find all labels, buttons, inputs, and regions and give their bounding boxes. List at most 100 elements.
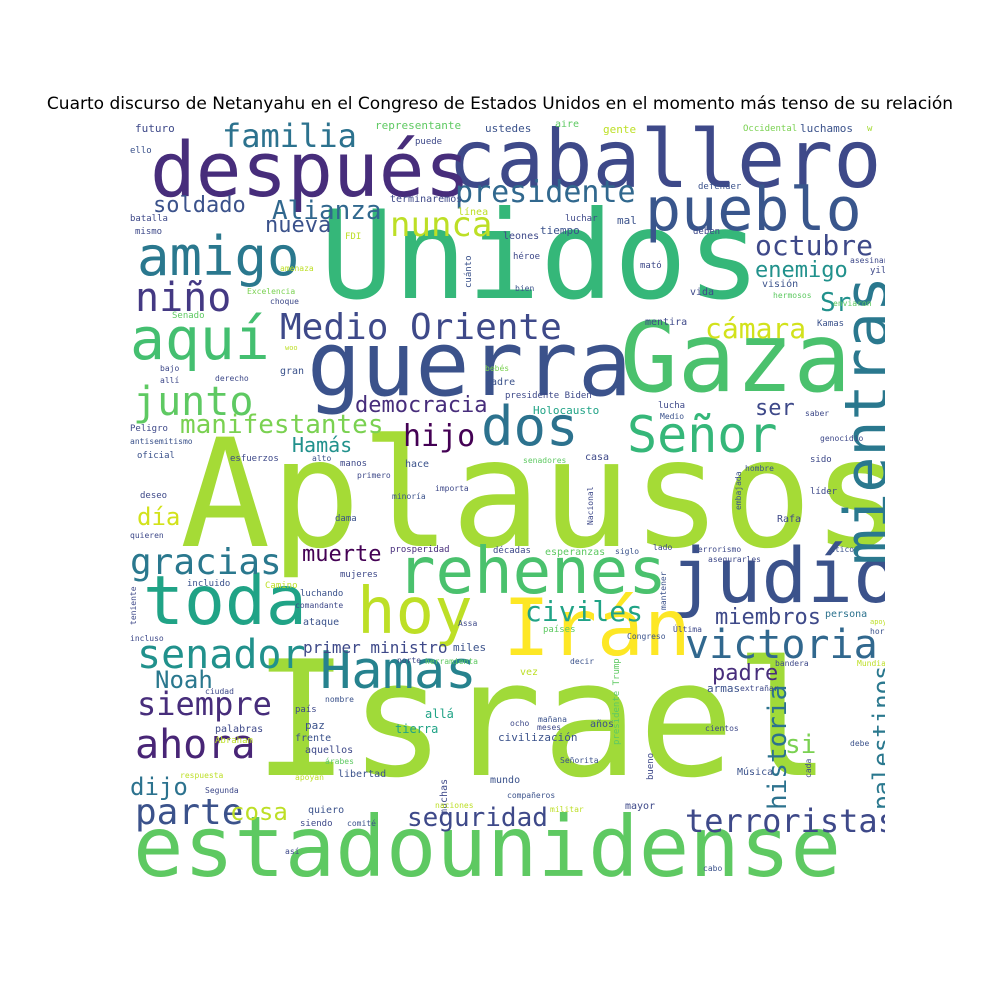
word-miembros: miembros bbox=[715, 605, 821, 630]
word-ser: ser bbox=[755, 396, 795, 421]
word-armas: armas bbox=[707, 682, 741, 695]
word-nueva: nueva bbox=[265, 213, 332, 238]
word-meses: meses bbox=[537, 723, 562, 732]
word-dijo: dijo bbox=[130, 773, 188, 801]
word-kamas: Kamas bbox=[817, 319, 845, 329]
word-yil: yil bbox=[870, 266, 885, 276]
word-parte: parte bbox=[135, 792, 244, 833]
word-civiles: civiles bbox=[525, 595, 644, 628]
word-miles: miles bbox=[453, 641, 487, 654]
word-octubre: octubre bbox=[755, 229, 874, 262]
word-nacional: Nacional bbox=[586, 486, 595, 525]
word-dama: dama bbox=[335, 514, 357, 524]
word-antisemitismo: antisemitismo bbox=[130, 437, 193, 446]
word-mujeres: mujeres bbox=[340, 570, 378, 580]
word-familia: familia bbox=[222, 120, 357, 155]
word-medio-oriente: Medio Oriente bbox=[280, 307, 562, 348]
word-despues: después bbox=[150, 125, 471, 214]
word-occidental: Occidental bbox=[743, 124, 798, 134]
word-israel: Israel bbox=[253, 626, 831, 813]
word-leones: leones bbox=[503, 231, 540, 242]
word-asesinan: asesinan bbox=[850, 256, 885, 265]
word-respuesta: respuesta bbox=[180, 771, 224, 780]
word-ataque: ataque bbox=[303, 617, 340, 628]
word-holocausto: Holocausto bbox=[533, 404, 600, 417]
word-manos: manos bbox=[340, 459, 368, 469]
word-bajo: bajo bbox=[160, 364, 180, 373]
word-manana: mañana bbox=[538, 715, 567, 724]
word-terminaremos: terminaremos bbox=[390, 194, 463, 205]
word-soldado: soldado bbox=[153, 193, 246, 218]
word-mientras: mientras bbox=[832, 276, 885, 565]
word-atico: ático bbox=[830, 545, 855, 554]
word-fdi: FDI bbox=[345, 232, 362, 242]
word-peligro: Peligro bbox=[130, 424, 168, 434]
word-herramienta: herramienta bbox=[425, 657, 478, 666]
word-guerra: guerra bbox=[307, 312, 633, 417]
word-ultima: Última bbox=[673, 625, 702, 634]
word-decir: decir bbox=[570, 657, 595, 666]
word-presidente-biden: presidente Biden bbox=[505, 391, 592, 401]
word-manifestantes: manifestantes bbox=[180, 410, 384, 440]
word-mentira: mentira bbox=[645, 317, 688, 328]
word-woo: woo bbox=[285, 344, 298, 352]
word-mundo: mundo bbox=[490, 775, 521, 786]
word-musica: Música bbox=[737, 767, 774, 778]
word-tierra: tierra bbox=[395, 722, 439, 736]
word-vida: vida bbox=[690, 287, 715, 298]
word-palabras: palabras bbox=[215, 724, 264, 735]
word-amigo: amigo bbox=[137, 225, 300, 288]
word-hoy: hoy bbox=[357, 575, 473, 649]
word-unidos: Unidos bbox=[320, 185, 761, 327]
word-terrorismo: terrorismo bbox=[693, 545, 742, 554]
word-linea: línea bbox=[458, 207, 489, 218]
word-cientos: cientos bbox=[705, 724, 739, 733]
word-luchar: luchar bbox=[565, 214, 598, 224]
word-mismo: mismo bbox=[135, 227, 163, 237]
word-oficial: oficial bbox=[137, 451, 175, 461]
word-puede: puede bbox=[415, 137, 443, 147]
word-decadas: décadas bbox=[493, 546, 531, 556]
word-vision: visión bbox=[762, 279, 799, 290]
word-primer-ministro: primer ministro bbox=[303, 638, 448, 657]
word-bien: bien bbox=[515, 284, 535, 293]
word-anos: años bbox=[590, 719, 615, 730]
word-si: si bbox=[785, 730, 817, 760]
word-senado: Senado bbox=[172, 311, 205, 321]
word-muerte: muerte bbox=[302, 542, 382, 567]
word-heroe: héroe bbox=[513, 252, 541, 262]
word-mundial: Mundial bbox=[857, 659, 885, 668]
word-prosperidad: prosperidad bbox=[390, 545, 450, 555]
word-siendo: siendo bbox=[300, 819, 333, 829]
word-siglo: siglo bbox=[615, 547, 640, 556]
word-cuanto: cuánto bbox=[464, 255, 474, 288]
word-mantener: mantener bbox=[659, 571, 668, 610]
word-asegurarles: asegurarles bbox=[708, 555, 761, 564]
word-incluido: incluido bbox=[187, 579, 231, 589]
word-senorita: Señorita bbox=[560, 756, 599, 765]
word-extranar: extrañar bbox=[740, 684, 779, 693]
word-presidente-trump: presidente Trump bbox=[612, 658, 622, 745]
word-palestinos: palestinos bbox=[868, 665, 885, 811]
word-companeros: compañeros bbox=[507, 791, 556, 800]
word-presidente: presidente bbox=[455, 175, 636, 210]
word-madre: madre bbox=[485, 377, 516, 388]
word-comite: comité bbox=[347, 819, 376, 828]
word-bueno: bueno bbox=[646, 752, 656, 780]
word-gracias: gracias bbox=[130, 542, 282, 583]
word-mato: mató bbox=[640, 261, 662, 271]
word-nombre: nombre bbox=[325, 695, 354, 704]
word-teniente: teniente bbox=[129, 586, 138, 625]
word-paz: paz bbox=[305, 719, 325, 732]
word-nino: niño bbox=[135, 275, 232, 321]
word-comandante: comandante bbox=[295, 601, 344, 610]
word-persona: persona bbox=[825, 609, 868, 620]
word-congreso: Congreso bbox=[627, 632, 666, 641]
word-hora: hora bbox=[870, 627, 885, 636]
word-excelencia: Excelencia bbox=[247, 287, 296, 296]
word-segunda: Segunda bbox=[205, 786, 239, 795]
word-apoyo: apoyo bbox=[870, 618, 885, 626]
word-batalla: batalla bbox=[130, 214, 168, 224]
word-alianza: Alianza bbox=[272, 196, 382, 226]
word-iran: Irán bbox=[503, 584, 691, 674]
